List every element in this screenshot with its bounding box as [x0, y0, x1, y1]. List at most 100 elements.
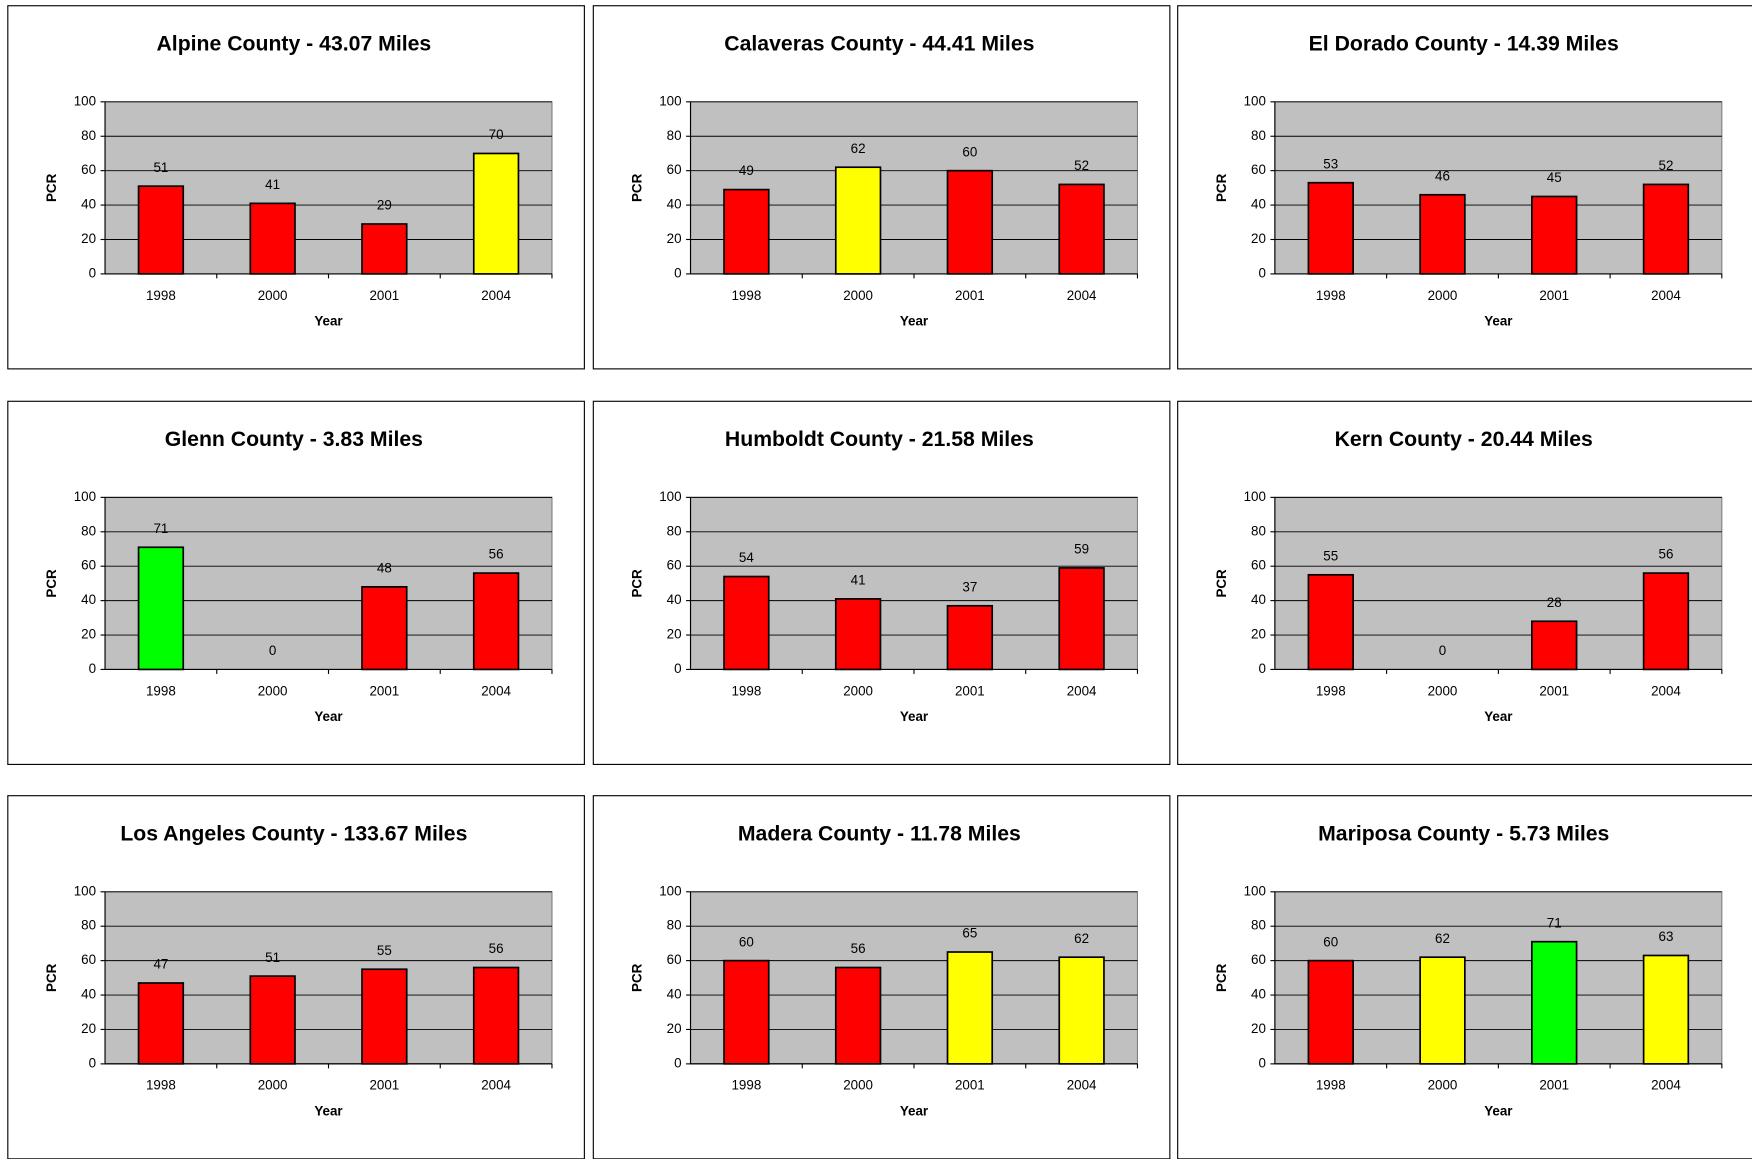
x-tick-label: 2001: [1539, 288, 1569, 303]
chart-title: Alpine County - 43.07 Miles: [156, 32, 431, 55]
bar: [1307, 573, 1354, 671]
x-axis-label: Year: [900, 1103, 929, 1118]
bar: [137, 185, 185, 275]
value-label: 70: [489, 127, 504, 142]
bar: [1307, 181, 1354, 275]
bar: [1642, 183, 1690, 275]
y-axis-label: PCR: [1214, 569, 1229, 598]
x-tick-label: 1998: [731, 288, 761, 303]
bar: [834, 966, 882, 1065]
x-tick-label: 2004: [1067, 288, 1097, 303]
x-tick-label: 2000: [258, 288, 288, 303]
value-label: 56: [489, 547, 504, 562]
bar: [1307, 959, 1354, 1065]
value-label: 71: [153, 521, 168, 536]
y-axis-label: PCR: [44, 963, 59, 992]
y-tick-label: 100: [1244, 489, 1266, 504]
x-axis-label: Year: [314, 313, 343, 328]
y-tick-label: 40: [667, 987, 682, 1002]
y-tick-label: 0: [674, 661, 681, 676]
y-tick-label: 80: [1251, 128, 1266, 143]
value-label: 46: [1435, 168, 1450, 183]
bar: [1531, 940, 1578, 1065]
x-axis-label: Year: [314, 1103, 343, 1118]
x-tick-label: 2001: [955, 683, 985, 698]
value-label: 62: [1074, 931, 1089, 946]
x-axis-label: Year: [1484, 709, 1513, 724]
y-tick-label: 20: [81, 627, 96, 642]
value-label: 0: [269, 643, 276, 658]
x-tick-label: 2004: [481, 1078, 511, 1093]
value-label: 62: [1435, 931, 1450, 946]
y-tick-label: 0: [674, 1055, 681, 1070]
value-label: 59: [1074, 542, 1089, 557]
y-tick-label: 40: [81, 592, 96, 607]
y-tick-label: 40: [1251, 592, 1266, 607]
x-tick-label: 2000: [258, 683, 288, 698]
value-label: 41: [851, 573, 866, 588]
y-tick-label: 0: [1259, 1055, 1266, 1070]
y-tick-label: 100: [74, 93, 96, 108]
x-tick-label: 2004: [1067, 1078, 1097, 1093]
bar: [834, 598, 882, 671]
y-tick-label: 0: [1259, 661, 1266, 676]
bar: [1531, 195, 1578, 275]
x-axis-label: Year: [1484, 1103, 1513, 1118]
y-tick-label: 80: [1251, 918, 1266, 933]
bar: [1058, 956, 1105, 1065]
x-tick-label: 2000: [843, 683, 873, 698]
bar: [834, 166, 882, 275]
x-tick-label: 1998: [146, 683, 176, 698]
value-label: 29: [377, 198, 392, 213]
y-tick-label: 20: [667, 627, 682, 642]
bar: [472, 966, 520, 1065]
value-label: 56: [1659, 547, 1674, 562]
value-label: 52: [1074, 158, 1089, 173]
x-tick-label: 1998: [146, 1078, 176, 1093]
y-axis-label: PCR: [630, 173, 645, 202]
y-tick-label: 100: [659, 489, 681, 504]
bar: [249, 202, 296, 275]
y-tick-label: 100: [1244, 883, 1266, 898]
chart-title: Kern County - 20.44 Miles: [1335, 428, 1593, 451]
y-axis-label: PCR: [1214, 963, 1229, 992]
x-axis-label: Year: [900, 709, 929, 724]
y-tick-label: 80: [667, 523, 682, 538]
y-tick-label: 20: [667, 231, 682, 246]
value-label: 41: [265, 177, 280, 192]
chart-title: Calaveras County - 44.41 Miles: [724, 32, 1034, 55]
x-tick-label: 2004: [1067, 683, 1097, 698]
bar: [1531, 620, 1578, 671]
x-tick-label: 1998: [146, 288, 176, 303]
chart-title: Mariposa County - 5.73 Miles: [1318, 822, 1609, 845]
x-tick-label: 2004: [481, 288, 511, 303]
bar: [249, 975, 296, 1065]
bar: [1642, 572, 1690, 671]
y-tick-label: 100: [74, 883, 96, 898]
y-tick-label: 60: [667, 162, 682, 177]
x-tick-label: 2000: [843, 1078, 873, 1093]
x-axis-label: Year: [900, 313, 929, 328]
y-tick-label: 40: [1251, 987, 1266, 1002]
value-label: 47: [153, 957, 168, 972]
y-tick-label: 60: [1251, 558, 1266, 573]
value-label: 54: [739, 550, 754, 565]
value-label: 37: [962, 579, 977, 594]
y-tick-label: 20: [81, 1021, 96, 1036]
y-tick-label: 0: [89, 265, 96, 280]
x-tick-label: 2004: [1651, 288, 1681, 303]
bar: [946, 604, 994, 671]
y-tick-label: 60: [81, 162, 96, 177]
y-tick-label: 0: [89, 661, 96, 676]
value-label: 45: [1547, 170, 1562, 185]
chart-title: El Dorado County - 14.39 Miles: [1309, 32, 1619, 55]
bar: [946, 951, 994, 1065]
y-axis-label: PCR: [630, 963, 645, 992]
bar: [361, 223, 408, 275]
y-tick-label: 80: [81, 918, 96, 933]
value-label: 56: [851, 941, 866, 956]
x-tick-label: 2004: [481, 683, 511, 698]
x-tick-label: 2001: [369, 683, 399, 698]
y-tick-label: 0: [89, 1055, 96, 1070]
value-label: 49: [739, 163, 754, 178]
